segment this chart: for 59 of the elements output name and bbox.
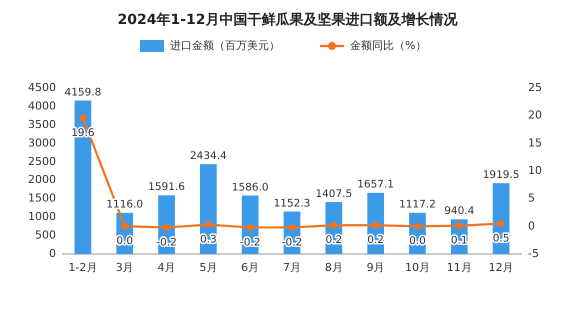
point — [163, 224, 170, 231]
data-label: 1117.2 — [399, 198, 436, 211]
x-tick-label: 6月 — [241, 261, 260, 274]
point — [414, 222, 421, 230]
y-tick-label: 4000 — [28, 99, 56, 112]
y2-tick-label: 0 — [528, 219, 535, 232]
data-label: 1407.5 — [315, 188, 352, 200]
point — [330, 222, 338, 229]
x-tick-label: 7月 — [283, 261, 301, 274]
y2-tick-label: 25 — [528, 81, 542, 94]
y2-tick-label: 15 — [528, 136, 542, 150]
y-tick-label: 500 — [35, 228, 56, 242]
y-tick-label: 3500 — [28, 118, 56, 131]
y2-tick-label: -5 — [528, 247, 539, 260]
data-label: 4159.8 — [64, 86, 102, 98]
point — [121, 222, 128, 230]
legend-label: 进口金额（百万美元） — [170, 39, 280, 52]
point — [372, 222, 380, 229]
y-tick-label: 2500 — [28, 154, 56, 168]
data-label: 0.5 — [492, 232, 510, 244]
data-label: 940.4 — [444, 205, 475, 218]
data-label: 1657.1 — [357, 178, 394, 191]
data-label: 0.3 — [200, 234, 217, 246]
y2-tick-label: 20 — [528, 108, 542, 122]
x-tick-label: 8月 — [324, 261, 343, 274]
y-tick-label: 1000 — [28, 210, 56, 224]
point — [288, 224, 296, 231]
point — [204, 221, 212, 228]
point — [498, 220, 505, 228]
x-tick-label: 12月 — [488, 261, 514, 274]
data-label: 0.2 — [367, 234, 384, 246]
data-label: 0.1 — [450, 234, 468, 247]
x-tick-label: 10月 — [404, 261, 430, 274]
data-label: 0.0 — [116, 235, 134, 248]
y-tick-label: 1500 — [28, 192, 56, 205]
y2-tick-label: 5 — [528, 192, 535, 205]
point — [456, 222, 463, 230]
x-tick-label: 1-2月 — [68, 261, 98, 274]
data-label: 1586.0 — [232, 181, 269, 194]
x-tick-label: 4月 — [158, 261, 176, 274]
data-label: 1591.6 — [148, 181, 186, 194]
y-tick-label: 0 — [49, 247, 56, 260]
point — [79, 114, 86, 122]
data-label: 1919.5 — [482, 169, 520, 182]
y-tick-label: 4500 — [28, 81, 56, 94]
data-label: 0.0 — [409, 235, 426, 248]
data-label: 2434.4 — [190, 150, 228, 162]
y2-tick-label: 10 — [528, 164, 542, 178]
x-tick-label: 9月 — [366, 261, 385, 274]
x-tick-label: 3月 — [116, 261, 134, 274]
y-tick-label: 2000 — [28, 173, 56, 186]
data-label: 1152.3 — [274, 197, 310, 210]
x-tick-label: 5月 — [199, 261, 218, 274]
legend-label: 金额同比（%） — [350, 39, 426, 52]
data-label: 0.2 — [325, 234, 342, 246]
chart-title: 2024年1-12月中国干鲜瓜果及坚果进口额及增长情况 — [118, 10, 458, 28]
point — [246, 224, 254, 231]
x-tick-label: 11月 — [446, 261, 472, 274]
y-tick-label: 3000 — [28, 136, 56, 150]
